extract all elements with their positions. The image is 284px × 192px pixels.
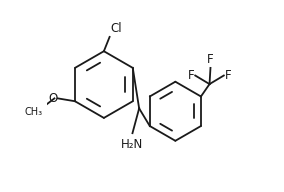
Text: Cl: Cl: [110, 22, 122, 35]
Text: F: F: [225, 69, 231, 82]
Text: CH₃: CH₃: [24, 107, 43, 117]
Text: F: F: [207, 53, 214, 66]
Text: H₂N: H₂N: [120, 138, 143, 151]
Text: O: O: [48, 92, 57, 105]
Text: F: F: [188, 69, 194, 82]
